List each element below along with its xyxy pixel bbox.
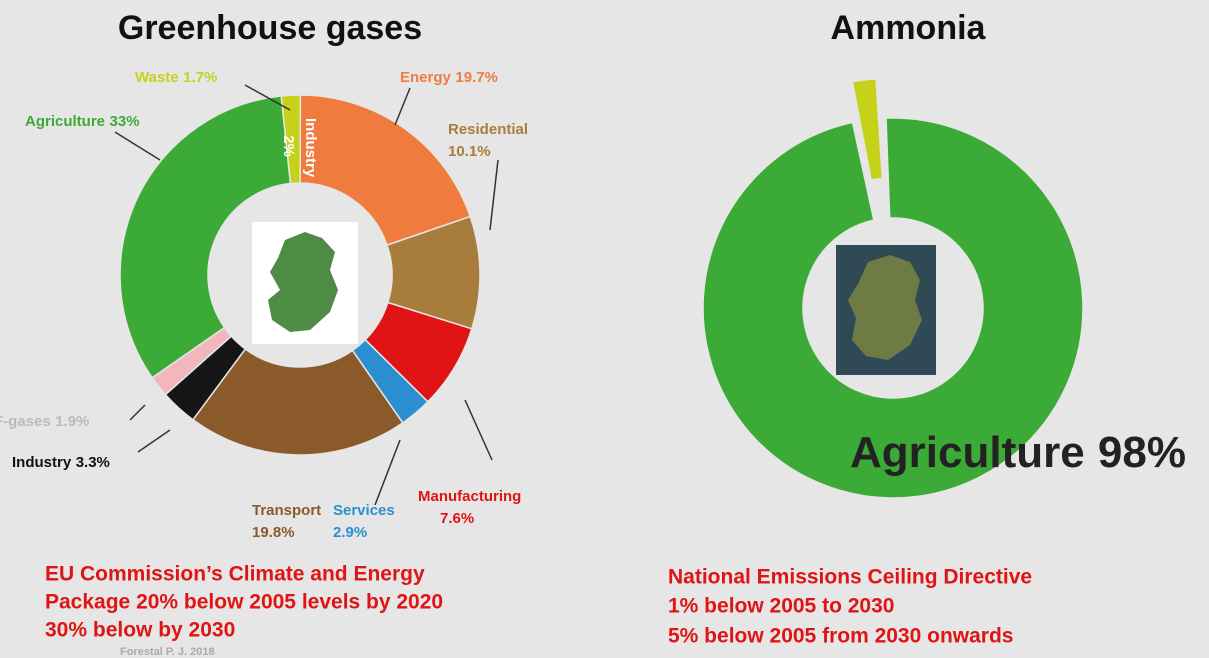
note: 5% below 2005 from 2030 onwards <box>668 625 1013 648</box>
donut-segment <box>702 117 1084 499</box>
category-label: Residential <box>448 121 528 138</box>
leader-line <box>464 399 493 461</box>
note: Package 20% below 2005 levels by 2020 <box>45 591 443 614</box>
donut-segment <box>191 347 404 456</box>
donut-segment <box>299 94 472 247</box>
annotation: 2% <box>280 135 297 157</box>
data-label: Manufacturing 7.6% <box>418 488 521 527</box>
donut-segment <box>119 95 292 379</box>
note: 1% below 2005 to 2030 <box>668 595 894 618</box>
category-label: Waste <box>135 69 179 86</box>
note: 30% below by 2030 <box>45 619 235 642</box>
category-label: Agriculture <box>850 428 1085 477</box>
value-label: 7.6% <box>440 510 474 527</box>
value-label: 33% <box>110 113 140 130</box>
source: Forestal P. J. 2018 <box>120 646 215 658</box>
data-label: Agriculture 33% <box>25 113 140 130</box>
category-label: Agriculture <box>25 113 105 130</box>
value-label: 2.9% <box>333 524 367 541</box>
note: National Emissions Ceiling Directive <box>668 566 1032 589</box>
value-label: 10.1% <box>448 143 491 160</box>
note: EU Commission’s Climate and Energy <box>45 563 425 586</box>
category-label: Industry <box>12 454 72 471</box>
data-label: Agriculture 98% <box>850 428 1186 477</box>
ireland-map <box>252 222 358 344</box>
category-label: F-gases <box>0 413 51 430</box>
value-label: 19.7% <box>455 69 498 86</box>
category-label: Transport <box>252 502 321 519</box>
leader-line <box>129 404 146 421</box>
leader-line <box>394 87 411 126</box>
ireland-satellite <box>836 245 936 375</box>
chart-title: Ammonia <box>831 9 987 47</box>
leader-line <box>374 439 401 506</box>
value-label: 19.8% <box>252 524 295 541</box>
category-label: Energy <box>400 69 452 86</box>
donut-segment <box>851 77 884 181</box>
leader-line <box>489 159 499 231</box>
value-label: 1.7% <box>183 69 217 86</box>
data-label: Energy 19.7% <box>400 69 498 86</box>
data-label: Waste 1.7% <box>135 69 217 86</box>
value-label: 1.9% <box>55 413 89 430</box>
value-label: 3.3% <box>76 454 110 471</box>
leader-line <box>114 131 161 161</box>
leader-line <box>137 429 171 453</box>
data-label: Residential 10.1% <box>448 121 528 160</box>
value-label: 98% <box>1098 428 1186 477</box>
annotation: Industry <box>302 118 319 178</box>
leader-line <box>244 84 291 111</box>
category-label: Manufacturing <box>418 488 521 505</box>
data-label: Transport 19.8% <box>252 502 321 541</box>
category-label: Services <box>333 502 395 519</box>
data-label: Industry 3.3% <box>12 454 110 471</box>
chart-title: Greenhouse gases <box>118 9 422 47</box>
data-label: Services 2.9% <box>333 502 395 541</box>
